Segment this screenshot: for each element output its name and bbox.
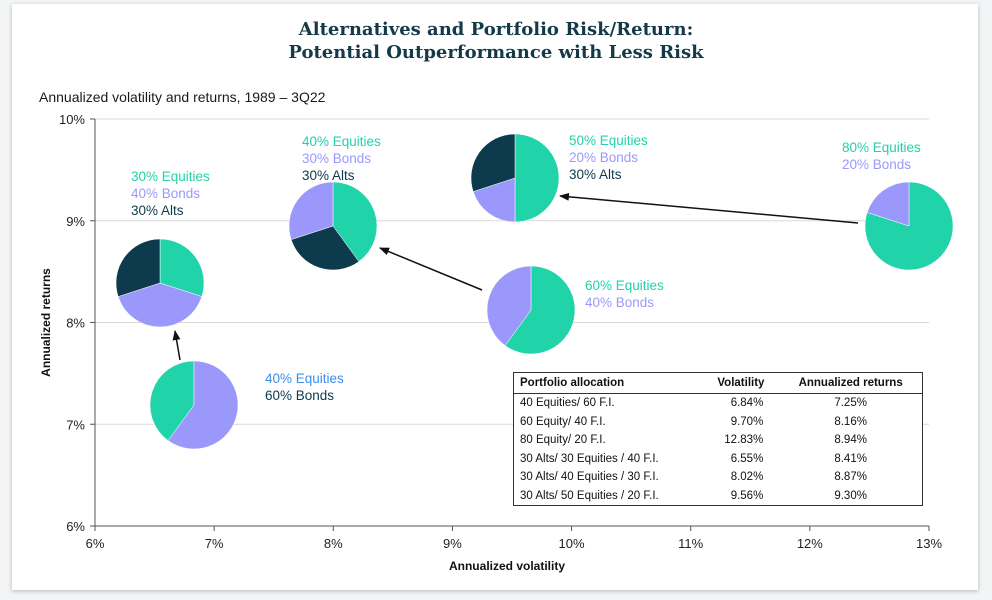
x-tick-label: 11%: [678, 536, 703, 551]
y-tick-label: 6%: [66, 519, 85, 534]
arrow-1: [379, 247, 483, 291]
pie-slice-bonds: [288, 181, 334, 240]
pie-slice-equities: [332, 181, 378, 262]
x-tick-label: 6%: [86, 536, 105, 551]
pie-legend-line: 30% Alts: [131, 203, 184, 218]
pie-80-equity-20-f-i-: [864, 181, 954, 271]
table-header-volatility: Volatility: [702, 373, 778, 394]
y-tick-label: 8%: [66, 316, 85, 331]
axis-layer: 6% 7% 8% 9% 10% 11% 12% 13% 6% 7% 8% 9% 10% Annualize…: [39, 112, 942, 573]
table-header-allocation: Portfolio allocation: [514, 373, 703, 394]
title-line-1: Alternatives and Portfolio Risk/Return:: [298, 19, 694, 40]
pie-legend-line: 30% Alts: [569, 167, 622, 182]
allocation-table: Portfolio allocation Volatility Annualiz…: [513, 372, 923, 506]
pie-slice-bonds: [866, 181, 910, 227]
pie-slice-equities: [159, 238, 205, 297]
pie-slice-alts: [115, 238, 161, 297]
table-header-returns: Annualized returns: [777, 373, 922, 394]
x-tick-label: 12%: [797, 536, 823, 551]
pie-slice-equities: [504, 265, 576, 355]
pie-legend-line: 50% Equities: [569, 133, 648, 148]
x-tick-label: 9%: [443, 536, 462, 551]
pie-60-equity-40-f-i-: [486, 265, 576, 355]
pie-legend-line: 80% Equities: [842, 140, 921, 155]
table-cell-allocation: 30 Alts/ 40 Equities / 30 F.I.: [520, 471, 659, 484]
pie-30-alts-50-equities-20-f-i-: [470, 133, 560, 223]
table-row: 80 Equity/ 20 F.I. 12.83% 8.94%: [514, 431, 922, 450]
legend-layer: 40% Equities 60% Bonds 60% Equities 40% Bon…: [131, 133, 921, 403]
pie-legend-line: 40% Bonds: [131, 186, 200, 201]
pie-legend-line: 60% Bonds: [265, 388, 334, 403]
x-tick-label: 7%: [205, 536, 224, 551]
y-tick-label: 9%: [66, 214, 85, 229]
x-tick-label: 8%: [324, 536, 343, 551]
table-cell-volatility: 9.56%: [730, 489, 764, 502]
pie-slice-bonds: [486, 265, 532, 346]
pie-slice-alts: [470, 133, 516, 192]
table-row: 60 Equity/ 40 F.I. 9.70% 8.16%: [514, 413, 922, 432]
x-tick-label: 10%: [559, 536, 585, 551]
pie-slice-equities: [514, 133, 560, 223]
title-line-2: Potential Outperformance with Less Risk: [288, 42, 704, 63]
table-cell-returns: 7.25%: [834, 397, 867, 410]
pie-slice-bonds: [472, 177, 516, 223]
pie-legend-line: 40% Bonds: [585, 295, 654, 310]
table-cell-returns: 8.94%: [834, 434, 867, 447]
table-cell-returns: 8.41%: [834, 452, 867, 465]
table-cell-returns: 8.87%: [834, 471, 867, 484]
table-cell-allocation: 40 Equities/ 60 F.I.: [520, 397, 615, 410]
pie-slice-alts: [290, 225, 360, 271]
pie-slice-bonds: [117, 282, 203, 328]
x-axis-title: Annualized volatility: [449, 559, 565, 573]
chart-subtitle: Annualized volatility and returns, 1989 …: [39, 89, 326, 105]
table-cell-allocation: 80 Equity/ 20 F.I.: [520, 434, 606, 447]
table-header-row: Portfolio allocation Volatility Annualiz…: [514, 373, 922, 394]
y-tick-label: 7%: [66, 417, 85, 432]
pie-30-alts-40-equities-30-f-i-: [288, 181, 378, 271]
table-cell-volatility: 6.55%: [730, 452, 764, 465]
table-cell-returns: 8.16%: [834, 415, 867, 428]
table-cell-returns: 9.30%: [834, 489, 867, 502]
pie-legend-line: 60% Equities: [585, 278, 664, 293]
table-cell-volatility: 9.70%: [730, 415, 764, 428]
pie-legend-line: 30% Bonds: [302, 151, 371, 166]
pie-legend-line: 30% Alts: [302, 168, 355, 183]
x-tick-label: 13%: [916, 536, 942, 551]
pie-legend-line: 20% Bonds: [842, 157, 911, 172]
table-row: 40 Equities/ 60 F.I. 6.84% 7.25%: [514, 394, 922, 413]
arrow-layer: [172, 192, 859, 361]
y-axis-title: Annualized returns: [39, 268, 53, 377]
pie-legend-line: 30% Equities: [131, 169, 210, 184]
pie-slice-equities: [149, 360, 195, 441]
chart-title: Alternatives and Portfolio Risk/Return: …: [0, 18, 992, 64]
y-tick-label: 10%: [59, 112, 85, 127]
table-row: 30 Alts/ 30 Equities / 40 F.I. 6.55% 8.4…: [514, 450, 922, 469]
table-cell-allocation: 30 Alts/ 30 Equities / 40 F.I.: [520, 452, 659, 465]
table-cell-volatility: 8.02%: [730, 471, 764, 484]
table-row: 30 Alts/ 50 Equities / 20 F.I. 9.56% 9.3…: [514, 487, 922, 506]
arrow-2: [559, 192, 859, 224]
pie-30-alts-30-equities-40-f-i-: [115, 238, 205, 328]
table-cell-allocation: 30 Alts/ 50 Equities / 20 F.I.: [520, 489, 659, 502]
table-row: 30 Alts/ 40 Equities / 30 F.I. 8.02% 8.8…: [514, 468, 922, 487]
table-cell-volatility: 12.83%: [724, 434, 764, 447]
pie-legend-line: 40% Equities: [302, 134, 381, 149]
pie-slice-bonds: [167, 360, 239, 450]
table-cell-volatility: 6.84%: [730, 397, 764, 410]
table-cell-allocation: 60 Equity/ 40 F.I.: [520, 415, 606, 428]
pie-40-equities-60-f-i-: [149, 360, 239, 450]
arrow-0: [172, 330, 181, 361]
pie-legend-line: 20% Bonds: [569, 150, 638, 165]
pie-legend-line: 40% Equities: [265, 371, 344, 386]
pie-layer: [115, 133, 954, 450]
